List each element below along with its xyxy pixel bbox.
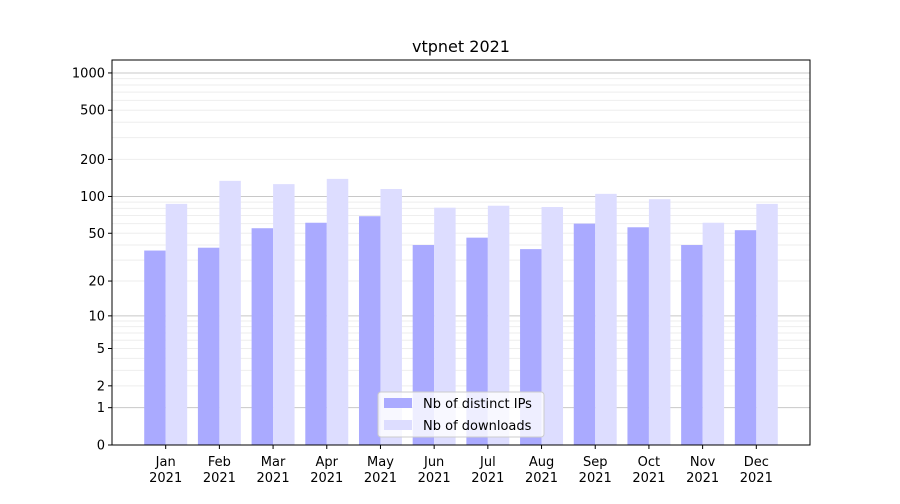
bar-downloads <box>219 180 241 445</box>
x-tick-label: Oct 2021 <box>632 455 665 486</box>
legend: Nb of distinct IPs Nb of downloads <box>377 391 545 438</box>
y-tick-label: 20 <box>88 275 105 290</box>
y-tick-label: 2 <box>97 379 105 394</box>
chart-title: vtpnet 2021 <box>412 37 510 56</box>
bar-downloads <box>326 178 349 445</box>
y-tick-label: 5 <box>97 342 105 357</box>
y-axis: 0 1 2 5 10 20 50 100 200 500 1000 <box>72 66 112 454</box>
legend-label-distinct-ips: Nb of distinct IPs <box>423 397 532 412</box>
x-tick-label: May 2021 <box>364 455 397 486</box>
y-tick-label: 1 <box>97 401 105 416</box>
bar-downloads <box>380 189 402 445</box>
x-tick-label: Feb 2021 <box>203 455 236 486</box>
x-tick-label: Jan 2021 <box>149 455 182 486</box>
y-tick-label: 500 <box>80 104 105 119</box>
x-tick-label: Jun 2021 <box>418 455 451 486</box>
legend-swatch-distinct-ips <box>384 398 412 408</box>
bar-downloads <box>434 207 456 445</box>
bar-downloads <box>273 184 295 445</box>
bar-distinct-ips <box>734 230 757 445</box>
legend-box <box>377 391 545 438</box>
y-tick-label: 10 <box>88 309 105 324</box>
y-tick-label: 50 <box>88 227 105 242</box>
y-tick-label: 0 <box>97 439 105 454</box>
bar-distinct-ips <box>573 223 596 445</box>
y-tick-label: 100 <box>80 190 105 205</box>
bar-distinct-ips <box>358 216 381 445</box>
bar-downloads <box>487 205 510 445</box>
bar-downloads <box>165 203 188 445</box>
bar-downloads <box>756 203 778 445</box>
bar-distinct-ips <box>144 250 166 445</box>
legend-label-downloads: Nb of downloads <box>423 419 532 434</box>
bar-distinct-ips <box>627 227 649 445</box>
plot-frame <box>111 59 811 446</box>
bar-downloads <box>702 222 725 445</box>
y-tick-label: 200 <box>80 153 105 168</box>
x-tick-label: Sep 2021 <box>579 455 612 486</box>
bar-distinct-ips <box>305 222 327 445</box>
bar-distinct-ips <box>197 247 220 445</box>
bar-downloads <box>648 199 671 445</box>
bar-downloads <box>541 207 564 445</box>
legend-swatch-downloads <box>384 420 412 430</box>
bar-downloads <box>595 193 617 445</box>
x-axis: Jan 2021 Feb 2021 Mar 2021 Apr 2021 May 2021 Jun 20… <box>149 445 773 486</box>
x-tick-label: Aug 2021 <box>525 455 558 486</box>
x-tick-label: Dec 2021 <box>740 455 773 486</box>
x-tick-label: Mar 2021 <box>257 455 290 486</box>
bar-distinct-ips <box>251 228 274 445</box>
bar-distinct-ips <box>681 245 703 445</box>
y-tick-label: 1000 <box>72 66 105 81</box>
x-tick-label: Apr 2021 <box>310 455 343 486</box>
x-tick-label: Nov 2021 <box>686 455 719 486</box>
x-tick-label: Jul 2021 <box>471 455 504 486</box>
